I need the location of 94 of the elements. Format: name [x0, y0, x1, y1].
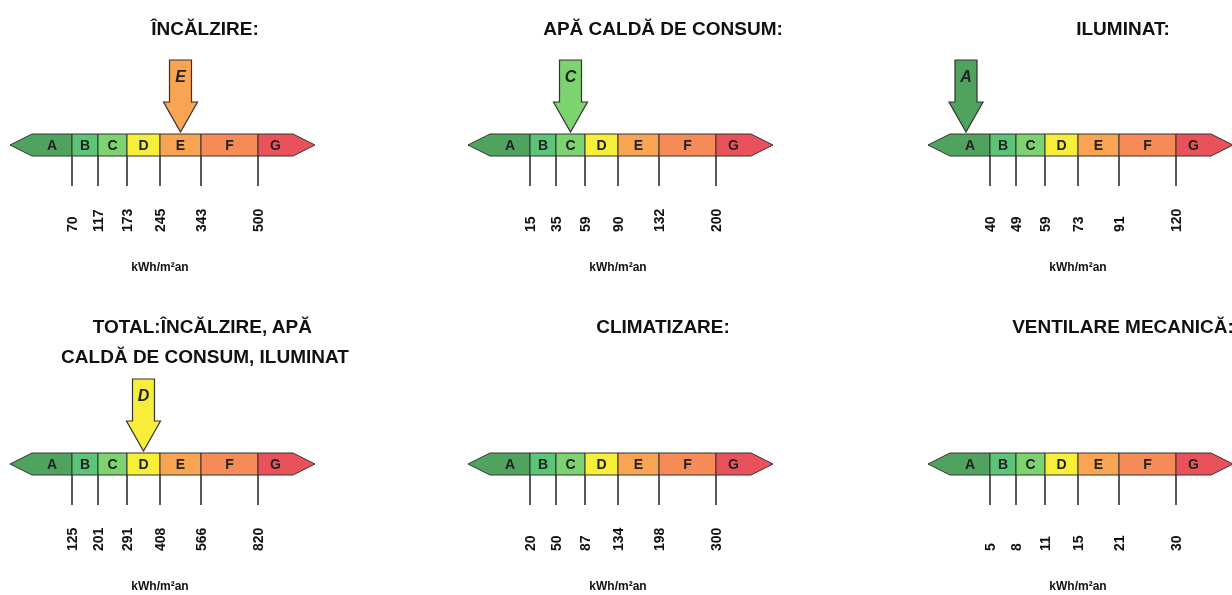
data-label: 70	[64, 216, 80, 232]
data-label: 125	[64, 527, 80, 551]
text: kWh/m²an	[131, 260, 189, 274]
data-label: 173	[119, 208, 135, 232]
text: kWh/m²an	[1049, 260, 1107, 274]
data-label: 566	[193, 527, 209, 551]
category-label: D	[1056, 456, 1067, 472]
data-label: 201	[90, 527, 106, 551]
data-label: 120	[1168, 208, 1184, 232]
data-label: 15	[1070, 535, 1086, 551]
data-label: 8	[1008, 543, 1024, 551]
text: C	[564, 67, 577, 85]
text: TOTAL:ÎNCĂLZIRE, APĂ CALDĂ DE CONSUM, ILUMINAT	[61, 315, 350, 367]
text: kWh/m²an	[589, 579, 647, 593]
category-label: E	[633, 137, 644, 153]
text: kWh/m²an	[131, 579, 189, 593]
category-label: C	[565, 137, 576, 153]
category-label: C	[1025, 456, 1036, 472]
category-label: A	[964, 137, 976, 153]
category-label: G	[270, 456, 282, 472]
data-label: 50	[548, 535, 564, 551]
category-label: G	[728, 137, 740, 153]
text: CLIMATIZARE:	[596, 315, 730, 337]
data-label: 820	[250, 527, 266, 551]
category-label: G	[728, 456, 740, 472]
data-label: 40	[982, 216, 998, 232]
category-label: C	[565, 456, 576, 472]
category-label: F	[683, 456, 693, 472]
category-label: D	[1056, 137, 1067, 153]
category-label: F	[225, 456, 235, 472]
data-label: 11	[1037, 535, 1053, 551]
category-label: E	[175, 137, 186, 153]
category-label: D	[138, 456, 149, 472]
text: ILUMINAT:	[1076, 17, 1170, 39]
category-label: B	[997, 456, 1009, 472]
data-label: 343	[193, 208, 209, 232]
data-label: 59	[1037, 216, 1053, 232]
text: E	[175, 67, 186, 85]
data-label: 73	[1070, 216, 1086, 232]
category-label: A	[504, 456, 516, 472]
category-label: A	[46, 137, 58, 153]
data-label: 245	[152, 208, 168, 232]
data-label: 49	[1008, 216, 1024, 232]
category-label: E	[633, 456, 644, 472]
category-label: F	[1143, 456, 1153, 472]
data-label: 500	[250, 208, 266, 232]
text: kWh/m²an	[589, 260, 647, 274]
data-label: 408	[152, 527, 168, 551]
data-label: 59	[577, 216, 593, 232]
data-label: 91	[1111, 216, 1127, 232]
category-label: B	[79, 456, 91, 472]
data-label: 21	[1111, 535, 1127, 551]
category-label: E	[175, 456, 186, 472]
data-label: 291	[119, 527, 135, 551]
text: ÎNCĂLZIRE:	[150, 17, 259, 39]
category-label: B	[79, 137, 91, 153]
data-label: 87	[577, 535, 593, 551]
text: kWh/m²an	[1049, 579, 1107, 593]
category-label: A	[504, 137, 516, 153]
text: VENTILARE MECANICĂ:	[1012, 315, 1232, 337]
category-label: A	[964, 456, 976, 472]
category-label: G	[270, 137, 282, 153]
category-label: F	[225, 137, 235, 153]
data-label: 5	[982, 543, 998, 551]
data-label: 300	[708, 527, 724, 551]
category-label: E	[1093, 137, 1104, 153]
category-label: B	[537, 137, 549, 153]
category-label: G	[1188, 456, 1200, 472]
category-label: D	[138, 137, 149, 153]
data-label: 30	[1168, 535, 1184, 551]
data-label: 134	[610, 527, 626, 551]
category-label: A	[46, 456, 58, 472]
data-label: 15	[522, 216, 538, 232]
category-label: C	[1025, 137, 1036, 153]
category-label: D	[596, 456, 607, 472]
text: A	[960, 67, 972, 85]
data-label: 132	[651, 208, 667, 232]
data-label: 35	[548, 216, 564, 232]
category-label: E	[1093, 456, 1104, 472]
data-label: 117	[90, 209, 106, 232]
data-label: 20	[522, 535, 538, 551]
category-label: B	[997, 137, 1009, 153]
category-label: C	[107, 137, 118, 153]
category-label: F	[683, 137, 693, 153]
data-label: 200	[708, 208, 724, 232]
text: APĂ CALDĂ DE CONSUM:	[543, 17, 783, 39]
category-label: F	[1143, 137, 1153, 153]
category-label: D	[596, 137, 607, 153]
category-label: B	[537, 456, 549, 472]
category-label: G	[1188, 137, 1200, 153]
data-label: 90	[610, 216, 626, 232]
text: D	[137, 386, 150, 404]
category-label: C	[107, 456, 118, 472]
data-label: 198	[651, 527, 667, 551]
